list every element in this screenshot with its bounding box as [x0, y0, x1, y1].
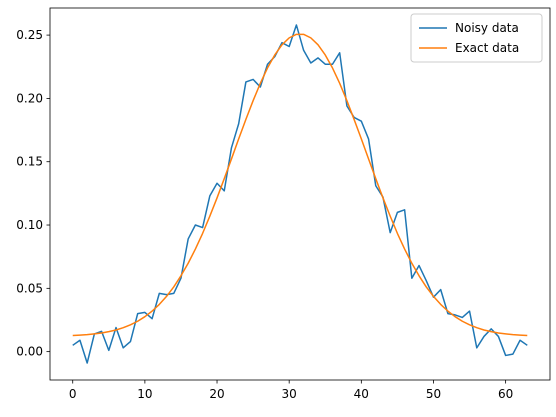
x-tick-label: 60 [498, 387, 513, 401]
y-tick-label: 0.10 [16, 218, 43, 232]
legend-label: Noisy data [455, 21, 519, 35]
y-tick-label: 0.00 [16, 345, 43, 359]
legend: Noisy data Exact data [410, 13, 543, 63]
data-line [72, 33, 528, 337]
x-tick-label: 50 [426, 387, 441, 401]
x-tick-label: 10 [137, 387, 152, 401]
legend-label: Exact data [455, 41, 519, 55]
y-tick-label: 0.25 [16, 28, 43, 42]
x-tick-label: 0 [69, 387, 77, 401]
y-tick-label: 0.05 [16, 281, 43, 295]
x-tick-label: 20 [209, 387, 224, 401]
data-line [72, 24, 528, 364]
y-tick-label: 0.15 [16, 155, 43, 169]
y-tick-label: 0.20 [16, 91, 43, 105]
legend-box [410, 13, 543, 63]
plot-frame [49, 7, 551, 381]
x-tick-label: 40 [354, 387, 369, 401]
x-tick-label: 30 [282, 387, 297, 401]
